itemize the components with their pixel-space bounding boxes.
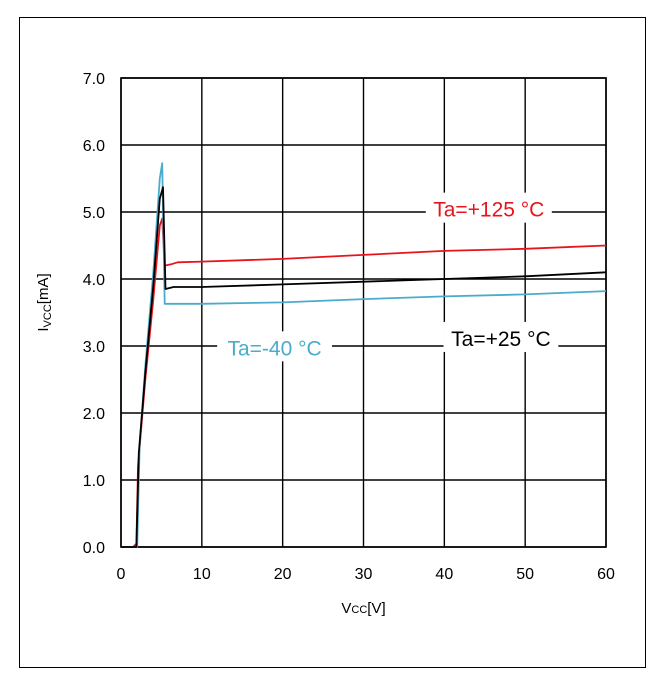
annotation-background: [217, 331, 332, 362]
series-lines: [121, 162, 607, 548]
x-axis-label: VCC[V]: [341, 600, 385, 617]
y-tick-label: 6.0: [83, 138, 105, 155]
x-tick-label: 60: [597, 566, 615, 583]
y-tick-label: 5.0: [83, 205, 105, 222]
series-annotation: Ta=+125 °C: [433, 199, 544, 222]
plot-area-border: [120, 77, 607, 548]
y-axis-label: IVCC[mA]: [35, 273, 54, 331]
series-annotation: Ta=-40 °C: [227, 337, 321, 360]
x-tick-label: 30: [355, 566, 373, 583]
x-tick-label: 0: [117, 566, 126, 583]
y-tick-label: 0.0: [83, 540, 105, 557]
tick-labels: 0 10 20 30 40 50 60 0.0 1.0 2.0 3.0 4.0 5.0 6.0 7.0: [83, 71, 615, 583]
annotation-background: [425, 192, 552, 223]
x-tick-label: 50: [516, 566, 534, 583]
x-tick-label: 40: [435, 566, 453, 583]
series-annotation: Ta=+25 °C: [451, 328, 550, 351]
grid: [120, 77, 607, 548]
annotations: Ta=+125 °C Ta=+25 °C Ta=-40 °C: [217, 192, 559, 362]
x-tick-label: 20: [274, 566, 292, 583]
y-tick-label: 1.0: [83, 473, 105, 490]
y-tick-label: 7.0: [83, 71, 105, 88]
y-tick-label: 3.0: [83, 339, 105, 356]
y-tick-label: 4.0: [83, 272, 105, 289]
y-tick-label: 2.0: [83, 406, 105, 423]
series-line: [121, 186, 607, 548]
annotation-background: [443, 321, 559, 352]
x-tick-label: 10: [193, 566, 211, 583]
